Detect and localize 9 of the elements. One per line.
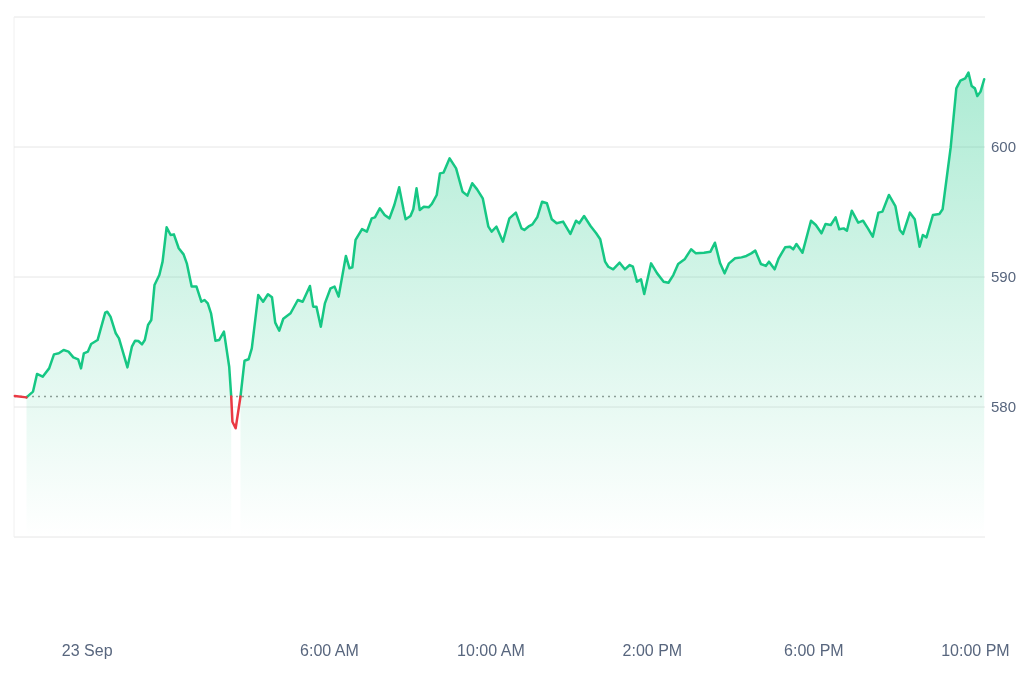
x-tick-label: 6:00 AM [300,642,359,660]
y-tick-label: 580 [991,398,1017,416]
y-tick-label: 590 [991,268,1017,286]
x-tick-label: 10:00 AM [457,642,525,660]
x-tick-label: 2:00 PM [622,642,683,660]
x-tick-label: 6:00 PM [784,642,844,660]
x-tick-label: 23 Sep [61,642,113,660]
y-tick-label: 600 [991,138,1017,156]
x-tick-label: 10:00 PM [941,642,1010,660]
